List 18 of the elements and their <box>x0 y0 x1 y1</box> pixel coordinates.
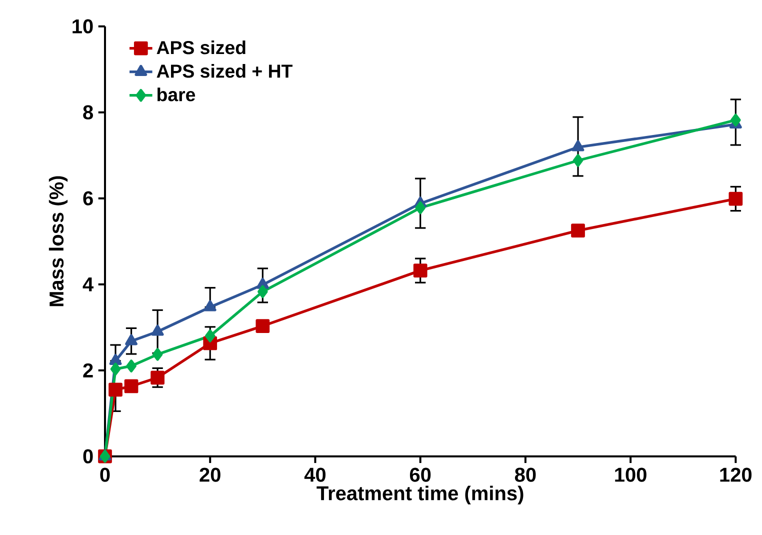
y-tick-label: 6 <box>83 191 93 206</box>
legend-label: APS sized <box>156 40 246 54</box>
x-tick-label: 0 <box>100 468 110 482</box>
y-tick-label: 0 <box>83 449 93 464</box>
x-tick-label: 100 <box>615 468 646 482</box>
y-tick-label: 4 <box>82 277 94 292</box>
legend-label: bare <box>158 88 196 102</box>
x-tick-label: 40 <box>304 468 326 482</box>
y-tick-label: 2 <box>83 363 93 378</box>
y-axis-title: Mass loss (%) <box>48 176 68 306</box>
x-tick-label: 60 <box>410 468 431 482</box>
x-tick-label: 80 <box>514 468 536 482</box>
y-tick-label: 8 <box>83 105 93 120</box>
x-axis-title: Treatment time (mins) <box>316 486 524 504</box>
legend-label: APS sized + HT <box>156 64 292 78</box>
x-tick-label: 120 <box>720 468 752 482</box>
y-tick-label: 10 <box>72 19 93 34</box>
x-tick-label: 20 <box>200 468 220 482</box>
